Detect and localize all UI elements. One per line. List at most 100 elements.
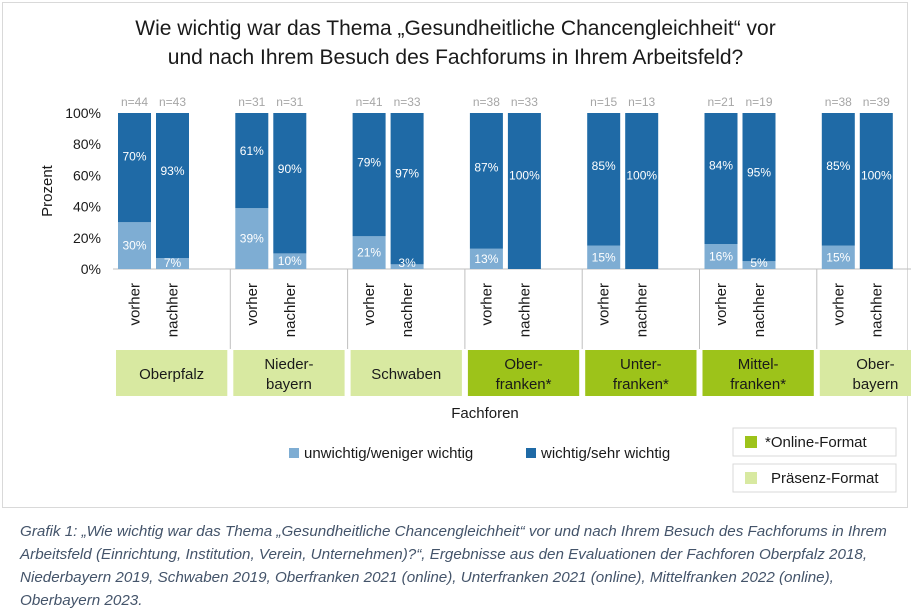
bar-n-label: n=31 <box>276 95 303 109</box>
x-category-label: vorher <box>244 283 261 326</box>
bar-n-label: n=44 <box>121 95 148 109</box>
bar-n-label: n=33 <box>511 95 538 109</box>
bar-n-label: n=15 <box>590 95 617 109</box>
y-tick-label: 20% <box>73 230 101 246</box>
bar-high-value-label: 95% <box>747 165 771 179</box>
legend-online-box <box>732 427 897 457</box>
bar-low-value-label: 39% <box>240 232 264 246</box>
y-tick-label: 0% <box>81 261 101 277</box>
bar-low-value-label: 15% <box>592 250 616 264</box>
legend-swatch-online <box>745 436 757 448</box>
group-label-box <box>702 350 814 396</box>
group-name-label: bayern <box>853 376 899 393</box>
stacked-bar-chart: 0% 20% 40% 60% 80% 100% Prozent n=44 70% 30% vorhe… <box>39 95 911 493</box>
group-name-label: Unter- <box>620 356 662 373</box>
bar-high-value-label: 85% <box>592 159 616 173</box>
group-name-label: franken* <box>496 376 552 393</box>
bar-high-segment <box>821 113 855 246</box>
group-name-label: franken* <box>730 376 786 393</box>
x-category-label: vorher <box>127 283 144 326</box>
bar-low-segment <box>235 208 269 269</box>
bar-high-value-label: 100% <box>509 168 540 182</box>
group-label-box <box>467 350 580 396</box>
bar-low-segment <box>742 261 776 269</box>
group-name-label: Ober- <box>504 356 542 373</box>
x-category-label: vorher <box>596 283 613 326</box>
bar-low-segment <box>390 264 424 269</box>
x-category-label: vorher <box>361 283 378 326</box>
legend-swatch-low <box>289 448 299 458</box>
bar-high-segment <box>235 113 269 209</box>
bar-n-label: n=39 <box>863 95 890 109</box>
group-name-label: Schwaben <box>371 366 441 383</box>
legend-swatch-high <box>526 448 536 458</box>
bar-high-value-label: 100% <box>626 168 657 182</box>
y-tick-label: 60% <box>73 167 101 183</box>
bar-low-segment <box>352 236 386 269</box>
chart-title: Wie wichtig war das Thema „Gesundheitlic… <box>0 14 911 72</box>
bar-low-value-label: 7% <box>164 256 182 270</box>
bar-high-segment <box>469 113 503 249</box>
bar-high-segment <box>587 113 621 246</box>
x-category-label: nachher <box>868 283 885 337</box>
bar-high-segment <box>156 113 189 259</box>
legend-praesenz-box <box>732 463 897 493</box>
bar-high-value-label: 90% <box>278 162 302 176</box>
bar-n-label: n=33 <box>394 95 421 109</box>
group-name-label: franken* <box>613 376 669 393</box>
legend-label-low: unwichtig/weniger wichtig <box>304 445 473 462</box>
x-category-label: vorher <box>713 283 730 326</box>
bar-high-value-label: 79% <box>357 155 381 169</box>
bar-high-segment <box>273 113 307 254</box>
group-name-label: Ober- <box>856 356 894 373</box>
bar-n-label: n=43 <box>159 95 186 109</box>
bar-high-value-label: 61% <box>240 144 264 158</box>
bar-n-label: n=38 <box>825 95 852 109</box>
bar-high-value-label: 70% <box>122 150 146 164</box>
bar-high-value-label: 87% <box>474 160 498 174</box>
bar-n-label: n=19 <box>745 95 772 109</box>
bar-high-segment <box>118 113 151 223</box>
y-tick-label: 40% <box>73 199 101 215</box>
bar-low-value-label: 13% <box>474 252 498 266</box>
group-name-label: Mittel- <box>738 356 779 373</box>
group-label-box <box>819 350 911 396</box>
bar-n-label: n=21 <box>707 95 734 109</box>
legend-label-high: wichtig/sehr wichtig <box>540 445 670 462</box>
y-axis-title: Prozent <box>39 164 56 217</box>
bar-n-label: n=13 <box>628 95 655 109</box>
bar-high-segment <box>352 113 386 237</box>
bar-n-label: n=41 <box>356 95 383 109</box>
group-label-box <box>116 350 228 396</box>
bar-n-label: n=31 <box>238 95 265 109</box>
bar-low-segment <box>704 244 738 269</box>
x-category-label: nachher <box>165 283 182 337</box>
bar-high-segment <box>507 113 541 269</box>
bar-low-value-label: 16% <box>709 250 733 264</box>
bar-high-value-label: 100% <box>861 168 892 182</box>
chart-title-line-2: und nach Ihrem Besuch des Fachforums in … <box>167 46 744 69</box>
bar-high-segment <box>859 113 893 269</box>
chart-frame <box>2 2 908 508</box>
x-category-label: nachher <box>282 283 299 337</box>
bar-high-segment <box>390 113 424 265</box>
x-category-label: vorher <box>830 283 847 326</box>
chart-title-line-1: Wie wichtig war das Thema „Gesundheitlic… <box>135 17 776 40</box>
group-name-label: Oberpfalz <box>139 366 204 383</box>
bar-high-segment <box>625 113 659 269</box>
group-label-box <box>233 350 345 396</box>
bar-low-value-label: 21% <box>357 246 381 260</box>
bar-low-segment <box>821 245 855 269</box>
legend-swatch-praesenz <box>745 472 757 484</box>
group-label-box <box>585 350 697 396</box>
figure-caption: Grafik 1: „Wie wichtig war das Thema „Ge… <box>20 523 887 609</box>
bar-high-value-label: 84% <box>709 158 733 172</box>
bar-low-segment <box>273 253 307 269</box>
x-category-label: nachher <box>634 283 651 337</box>
group-name-label: Nieder- <box>264 356 313 373</box>
bar-low-value-label: 10% <box>278 254 302 268</box>
bar-low-segment <box>118 222 151 269</box>
bar-high-value-label: 93% <box>160 164 184 178</box>
legend-label-online: *Online-Format <box>765 434 868 451</box>
legend-label-praesenz: Präsenz-Format <box>771 470 879 487</box>
